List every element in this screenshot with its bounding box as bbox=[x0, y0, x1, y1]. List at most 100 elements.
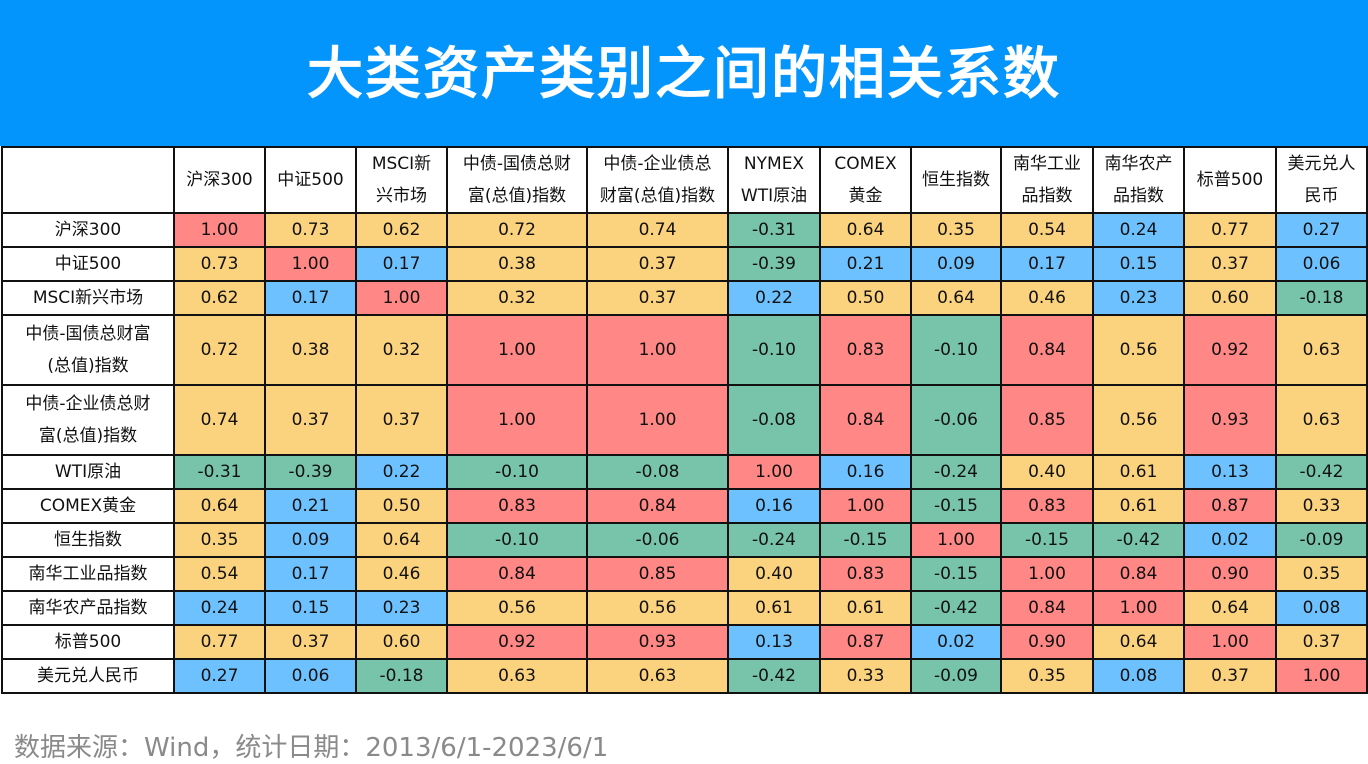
correlation-cell: 0.73 bbox=[264, 212, 357, 248]
correlation-cell: -0.39 bbox=[727, 246, 821, 282]
correlation-cell: 0.21 bbox=[264, 488, 357, 524]
correlation-cell: 0.63 bbox=[1275, 314, 1368, 386]
correlation-cell: 0.06 bbox=[1275, 246, 1368, 282]
correlation-cell: 0.85 bbox=[1000, 384, 1094, 456]
correlation-cell: 0.13 bbox=[727, 624, 821, 660]
column-header: COMEX 黄金 bbox=[819, 146, 912, 214]
correlation-cell: 1.00 bbox=[819, 488, 912, 524]
correlation-cell: 0.72 bbox=[173, 314, 266, 386]
table-row: 标普500 0.77 0.37 0.60 0.92 0.93 0.13 0.87 0.02 0.9… bbox=[1, 624, 1368, 660]
correlation-cell: 0.15 bbox=[264, 590, 357, 626]
column-header: NYMEX WTI原油 bbox=[727, 146, 821, 214]
correlation-cell: 0.08 bbox=[1275, 590, 1368, 626]
correlation-cell: 0.84 bbox=[586, 488, 729, 524]
correlation-cell: -0.15 bbox=[1000, 522, 1094, 558]
correlation-cell: -0.39 bbox=[264, 454, 357, 490]
correlation-cell: -0.42 bbox=[1275, 454, 1368, 490]
correlation-cell: 0.32 bbox=[446, 280, 588, 316]
correlation-cell: 0.37 bbox=[586, 246, 729, 282]
correlation-cell: 0.77 bbox=[1183, 212, 1277, 248]
correlation-cell: -0.24 bbox=[910, 454, 1002, 490]
correlation-cell: -0.31 bbox=[727, 212, 821, 248]
column-header: 美元兑人 民币 bbox=[1275, 146, 1368, 214]
correlation-cell: 0.61 bbox=[1092, 454, 1185, 490]
correlation-cell: -0.10 bbox=[910, 314, 1002, 386]
correlation-cell: 1.00 bbox=[1092, 590, 1185, 626]
correlation-cell: 0.64 bbox=[1183, 590, 1277, 626]
correlation-cell: 0.63 bbox=[1275, 384, 1368, 456]
row-header: COMEX黄金 bbox=[1, 488, 175, 524]
correlation-cell: -0.10 bbox=[727, 314, 821, 386]
correlation-cell: 0.63 bbox=[446, 658, 588, 694]
correlation-cell: 1.00 bbox=[446, 314, 588, 386]
correlation-cell: -0.10 bbox=[446, 522, 588, 558]
correlation-cell: 0.17 bbox=[264, 280, 357, 316]
correlation-cell: 0.72 bbox=[446, 212, 588, 248]
column-header: 沪深300 bbox=[173, 146, 266, 214]
correlation-cell: -0.42 bbox=[727, 658, 821, 694]
table-row: 中债-国债总财富 (总值)指数 0.72 0.38 0.32 1.00 1.00 -0.10… bbox=[1, 314, 1368, 386]
correlation-cell: 0.85 bbox=[586, 556, 729, 592]
correlation-cell: 0.56 bbox=[1092, 384, 1185, 456]
header-row: 沪深300 中证500 MSCI新 兴市场 中债-国债总财 富(总值)指数 中债… bbox=[1, 146, 1368, 214]
correlation-cell: 0.37 bbox=[1183, 246, 1277, 282]
correlation-cell: 0.64 bbox=[1092, 624, 1185, 660]
correlation-cell: 1.00 bbox=[355, 280, 448, 316]
correlation-cell: 1.00 bbox=[586, 384, 729, 456]
correlation-cell: 1.00 bbox=[1000, 556, 1094, 592]
correlation-cell: 0.50 bbox=[355, 488, 448, 524]
correlation-cell: 0.09 bbox=[264, 522, 357, 558]
correlation-cell: 0.77 bbox=[173, 624, 266, 660]
column-header: 中债-企业债总 财富(总值)指数 bbox=[586, 146, 729, 214]
correlation-cell: 0.90 bbox=[1000, 624, 1094, 660]
correlation-cell: 1.00 bbox=[446, 384, 588, 456]
column-header: MSCI新 兴市场 bbox=[355, 146, 448, 214]
row-header: 南华农产品指数 bbox=[1, 590, 175, 626]
correlation-cell: 0.40 bbox=[727, 556, 821, 592]
correlation-cell: -0.15 bbox=[910, 556, 1002, 592]
correlation-cell: 0.84 bbox=[819, 384, 912, 456]
correlation-cell: 0.37 bbox=[1183, 658, 1277, 694]
title-banner: 大类资产类别之间的相关系数 bbox=[0, 0, 1368, 146]
correlation-cell: -0.15 bbox=[910, 488, 1002, 524]
correlation-cell: 0.56 bbox=[446, 590, 588, 626]
table-row: 美元兑人民币 0.27 0.06 -0.18 0.63 0.63 -0.42 0.33 -0.0… bbox=[1, 658, 1368, 694]
correlation-cell: -0.08 bbox=[727, 384, 821, 456]
correlation-cell: -0.15 bbox=[819, 522, 912, 558]
correlation-cell: 0.23 bbox=[1092, 280, 1185, 316]
correlation-cell: 1.00 bbox=[173, 212, 266, 248]
correlation-cell: 0.62 bbox=[355, 212, 448, 248]
correlation-cell: 1.00 bbox=[1275, 658, 1368, 694]
correlation-matrix: 沪深300 中证500 MSCI新 兴市场 中债-国债总财 富(总值)指数 中债… bbox=[1, 146, 1368, 694]
correlation-cell: 0.24 bbox=[173, 590, 266, 626]
source-note: 数据来源：Wind，统计日期：2013/6/1-2023/6/1 bbox=[14, 733, 609, 763]
correlation-cell: 0.46 bbox=[1000, 280, 1094, 316]
correlation-cell: 0.38 bbox=[446, 246, 588, 282]
table-row: 中债-企业债总财 富(总值)指数 0.74 0.37 0.37 1.00 1.00 -0.0… bbox=[1, 384, 1368, 456]
correlation-cell: 0.90 bbox=[1183, 556, 1277, 592]
correlation-cell: 0.32 bbox=[355, 314, 448, 386]
row-header: MSCI新兴市场 bbox=[1, 280, 175, 316]
correlation-cell: 0.60 bbox=[1183, 280, 1277, 316]
correlation-cell: 0.33 bbox=[819, 658, 912, 694]
table-row: 中证500 0.73 1.00 0.17 0.38 0.37 -0.39 0.21 0.09 0.… bbox=[1, 246, 1368, 282]
row-header: 标普500 bbox=[1, 624, 175, 660]
correlation-cell: 0.13 bbox=[1183, 454, 1277, 490]
table-row: WTI原油 -0.31 -0.39 0.22 -0.10 -0.08 1.00 0.16 -0.… bbox=[1, 454, 1368, 490]
correlation-cell: 0.64 bbox=[910, 280, 1002, 316]
column-header: 中债-国债总财 富(总值)指数 bbox=[446, 146, 588, 214]
correlation-cell: 0.61 bbox=[727, 590, 821, 626]
correlation-cell: 0.56 bbox=[586, 590, 729, 626]
table-row: MSCI新兴市场 0.62 0.17 1.00 0.32 0.37 0.22 0.50 0.64… bbox=[1, 280, 1368, 316]
correlation-cell: 0.35 bbox=[173, 522, 266, 558]
correlation-cell: -0.31 bbox=[173, 454, 266, 490]
row-header: 恒生指数 bbox=[1, 522, 175, 558]
row-header: WTI原油 bbox=[1, 454, 175, 490]
correlation-cell: 0.22 bbox=[355, 454, 448, 490]
correlation-cell: 0.87 bbox=[819, 624, 912, 660]
correlation-cell: 0.50 bbox=[819, 280, 912, 316]
correlation-cell: 0.16 bbox=[727, 488, 821, 524]
correlation-cell: 0.37 bbox=[1275, 624, 1368, 660]
correlation-cell: -0.18 bbox=[355, 658, 448, 694]
correlation-cell: 0.33 bbox=[1275, 488, 1368, 524]
